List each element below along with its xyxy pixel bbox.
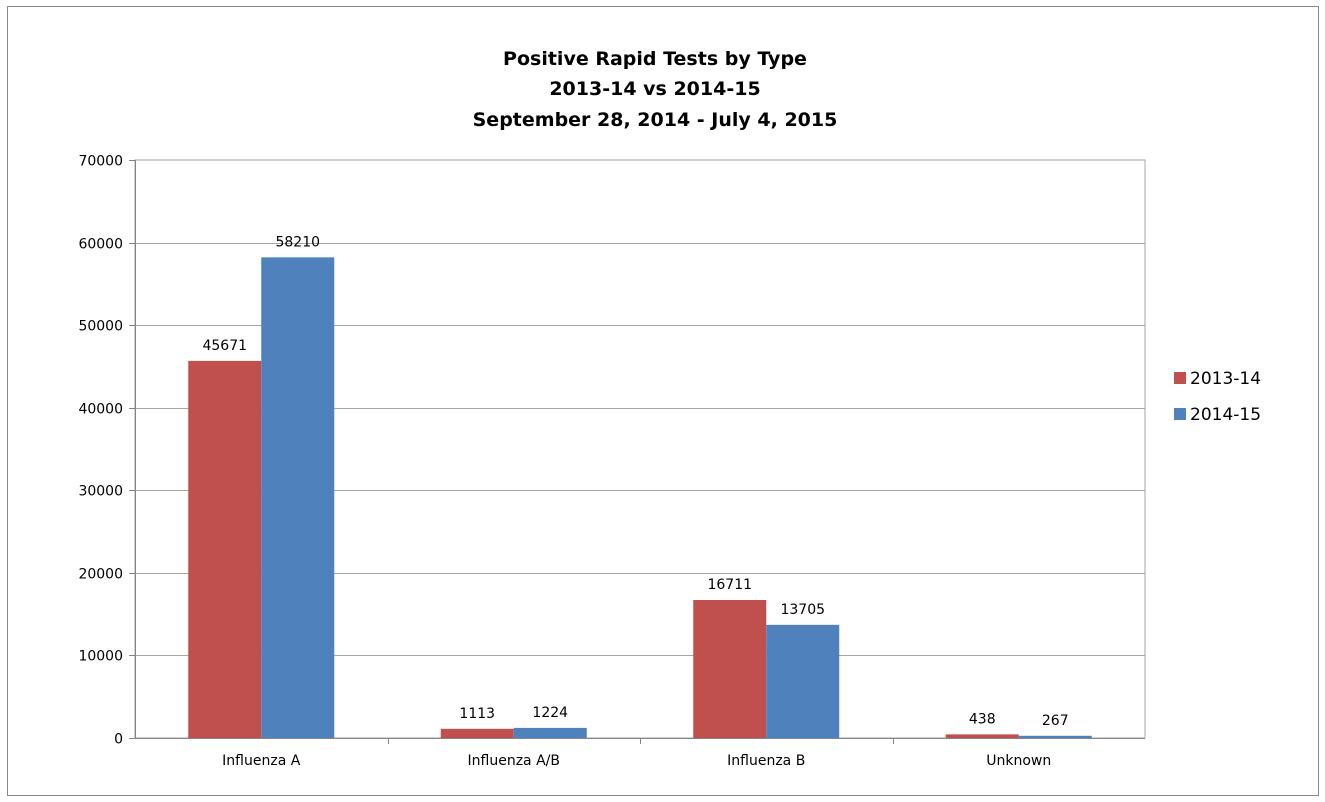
y-tick-label: 50000 bbox=[78, 319, 123, 335]
data-label: 13705 bbox=[780, 602, 825, 618]
bar-2013-14-influenza-a-b bbox=[440, 728, 514, 738]
legend: 2013-14 2014-15 bbox=[1174, 369, 1261, 425]
data-label: 58210 bbox=[275, 234, 320, 250]
chart-title-line-3: September 28, 2014 - July 4, 2015 bbox=[473, 109, 838, 131]
y-tick-label: 0 bbox=[114, 732, 123, 748]
bar-2013-14-influenza-a bbox=[188, 360, 262, 738]
x-tick-label: Influenza A bbox=[222, 753, 301, 769]
x-tick-label: Unknown bbox=[986, 753, 1051, 769]
bar-2014-15-influenza-a-b bbox=[513, 727, 587, 738]
plot-area: 0 10000 20000 30000 40000 50000 60000 70000 Infl… bbox=[78, 154, 1146, 769]
legend-swatch bbox=[1174, 372, 1186, 384]
y-tick-label: 30000 bbox=[78, 484, 123, 500]
x-tick-label: Influenza A/B bbox=[468, 753, 560, 769]
chart-title-line-1: Positive Rapid Tests by Type bbox=[503, 48, 807, 70]
y-tick-label: 10000 bbox=[78, 649, 123, 665]
data-label: 438 bbox=[969, 711, 996, 727]
y-tick-label: 20000 bbox=[78, 567, 123, 583]
legend-swatch bbox=[1174, 408, 1186, 420]
bar-2013-14-influenza-b bbox=[693, 600, 767, 738]
data-label: 16711 bbox=[707, 577, 752, 593]
chart-title-line-2: 2013-14 vs 2014-15 bbox=[549, 78, 760, 100]
bar-2014-15-unknown bbox=[1018, 735, 1092, 738]
y-tick-label: 40000 bbox=[78, 402, 123, 418]
data-label: 45671 bbox=[202, 338, 247, 354]
data-label: 1113 bbox=[459, 706, 495, 722]
legend-label: 2014-15 bbox=[1190, 405, 1261, 425]
y-tick-label: 70000 bbox=[78, 154, 123, 170]
data-label: 1224 bbox=[532, 705, 568, 721]
bar-2013-14-unknown bbox=[945, 734, 1019, 738]
chart-title: Positive Rapid Tests by Type 2013-14 vs … bbox=[473, 48, 838, 131]
x-tick-label: Influenza B bbox=[727, 753, 805, 769]
bar-2014-15-influenza-b bbox=[766, 624, 840, 738]
y-tick-label: 60000 bbox=[78, 237, 123, 253]
data-label: 267 bbox=[1042, 713, 1069, 729]
bar-2014-15-influenza-a bbox=[261, 257, 335, 738]
legend-label: 2013-14 bbox=[1190, 369, 1261, 389]
